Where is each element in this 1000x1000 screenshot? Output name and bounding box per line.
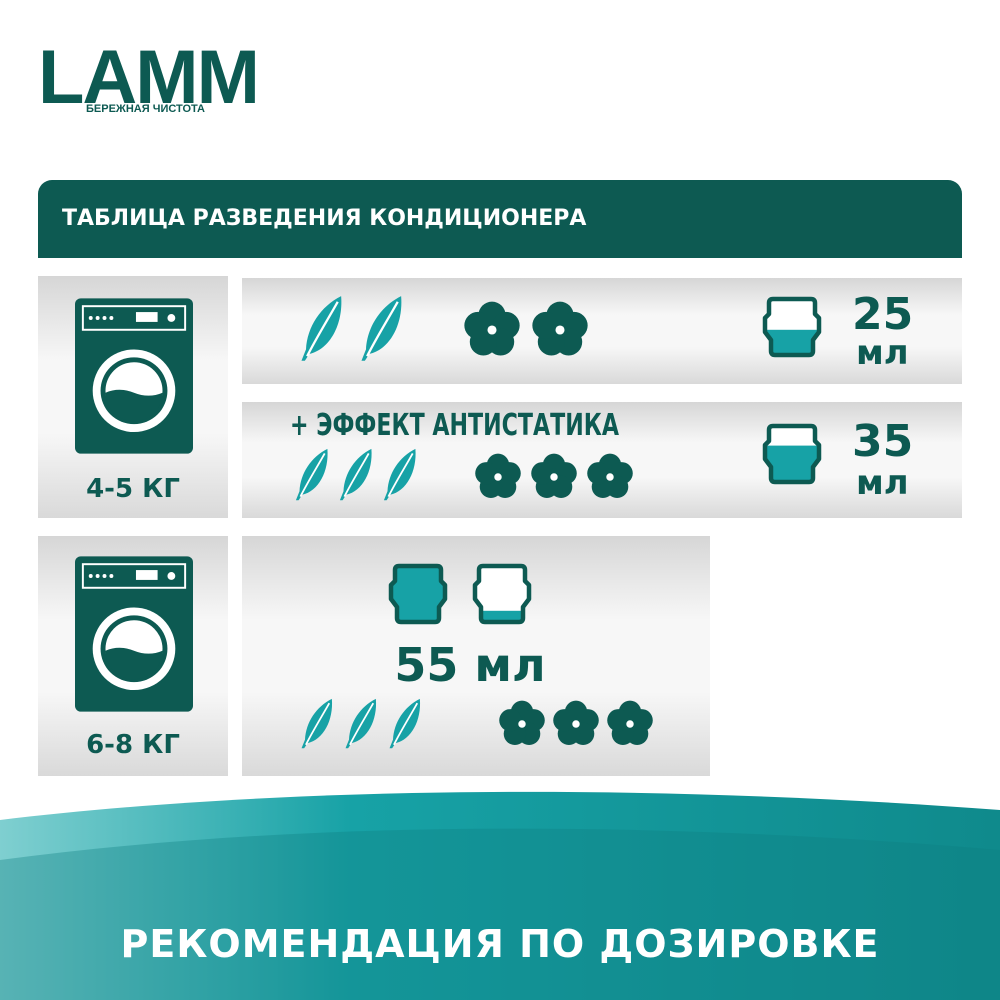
washing-machine-icon xyxy=(75,556,193,712)
footer-title: РЕКОМЕНДАЦИЯ ПО ДОЗИРОВКЕ xyxy=(120,922,880,966)
feather-icon xyxy=(337,448,377,502)
dose-unit: мл xyxy=(856,463,909,503)
dose-amount: 55 мл xyxy=(394,638,546,692)
flower-icon xyxy=(582,449,638,505)
washing-machine-icon xyxy=(75,298,193,454)
feather-icon xyxy=(386,698,426,750)
feather-icon xyxy=(300,295,346,363)
feather-icon xyxy=(381,448,421,502)
flower-icon xyxy=(602,696,658,752)
measuring-cup-icon xyxy=(388,563,448,625)
footer-wave xyxy=(0,791,1000,1000)
table-title: ТАБЛИЦА РАЗВЕДЕНИЯ КОНДИЦИОНЕРА xyxy=(62,206,587,231)
load-label: 4-5 КГ xyxy=(86,474,180,504)
brand-logo: LAMM xyxy=(38,35,260,120)
table-header: ТАБЛИЦА РАЗВЕДЕНИЯ КОНДИЦИОНЕРА xyxy=(38,180,962,258)
measuring-cup-icon xyxy=(472,563,532,625)
flower-icon xyxy=(548,696,604,752)
load-label: 6-8 КГ xyxy=(86,730,180,760)
flower-icon xyxy=(458,296,526,364)
dose-row-1 xyxy=(242,278,962,384)
antistatic-note: + ЭФФЕКТ АНТИСТАТИКА xyxy=(290,408,619,443)
brand-tagline: БЕРЕЖНАЯ ЧИСТОТА xyxy=(86,103,205,115)
flower-icon xyxy=(526,296,594,364)
feather-icon xyxy=(342,698,382,750)
flower-icon xyxy=(526,449,582,505)
measuring-cup-icon xyxy=(762,296,822,358)
flower-icon xyxy=(470,449,526,505)
feather-icon xyxy=(293,448,333,502)
feather-icon xyxy=(360,295,406,363)
dose-amount: 25 xyxy=(852,289,914,340)
dose-amount: 35 xyxy=(852,416,914,467)
flower-icon xyxy=(494,696,550,752)
measuring-cup-icon xyxy=(762,423,822,485)
feather-icon xyxy=(298,698,338,750)
dose-unit: мл xyxy=(856,333,909,373)
